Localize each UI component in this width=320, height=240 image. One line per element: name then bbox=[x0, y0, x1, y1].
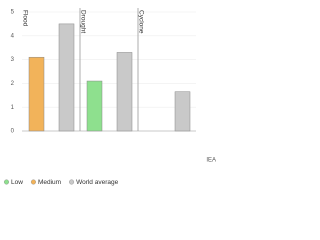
y-tick-label: 0 bbox=[11, 129, 15, 135]
category-label: Cyclone bbox=[137, 10, 144, 34]
chart: IEA 0 1 2 3 4 5 Flood Drought Cyclone Low Medium Wo… bbox=[3, 8, 216, 186]
bar bbox=[58, 23, 75, 132]
category-label: Drought bbox=[79, 10, 86, 33]
source: IEA bbox=[206, 158, 216, 164]
legend-label: World average bbox=[76, 179, 119, 186]
category-label: Flood bbox=[21, 10, 28, 27]
legend-marker bbox=[3, 179, 9, 185]
y-tick-label: 1 bbox=[11, 105, 15, 111]
legend-marker bbox=[30, 179, 36, 185]
legend-label: Low bbox=[11, 179, 23, 186]
y-tick-label: 5 bbox=[11, 10, 15, 16]
legend-marker bbox=[69, 179, 75, 185]
legend-label: Medium bbox=[38, 179, 61, 186]
bar bbox=[116, 52, 133, 132]
y-tick-label: 4 bbox=[11, 33, 15, 39]
bar bbox=[174, 91, 191, 132]
bar bbox=[86, 80, 103, 132]
bar bbox=[28, 56, 45, 132]
y-tick-label: 2 bbox=[11, 81, 15, 87]
y-tick-label: 3 bbox=[11, 57, 15, 63]
